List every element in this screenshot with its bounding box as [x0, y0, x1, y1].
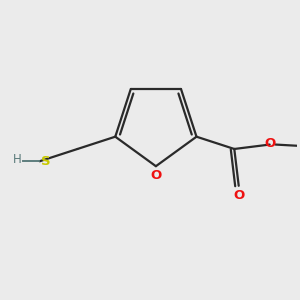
Text: S: S: [41, 155, 51, 168]
Text: H: H: [13, 153, 22, 166]
Text: O: O: [265, 136, 276, 150]
Text: O: O: [150, 169, 161, 182]
Text: O: O: [233, 189, 244, 202]
